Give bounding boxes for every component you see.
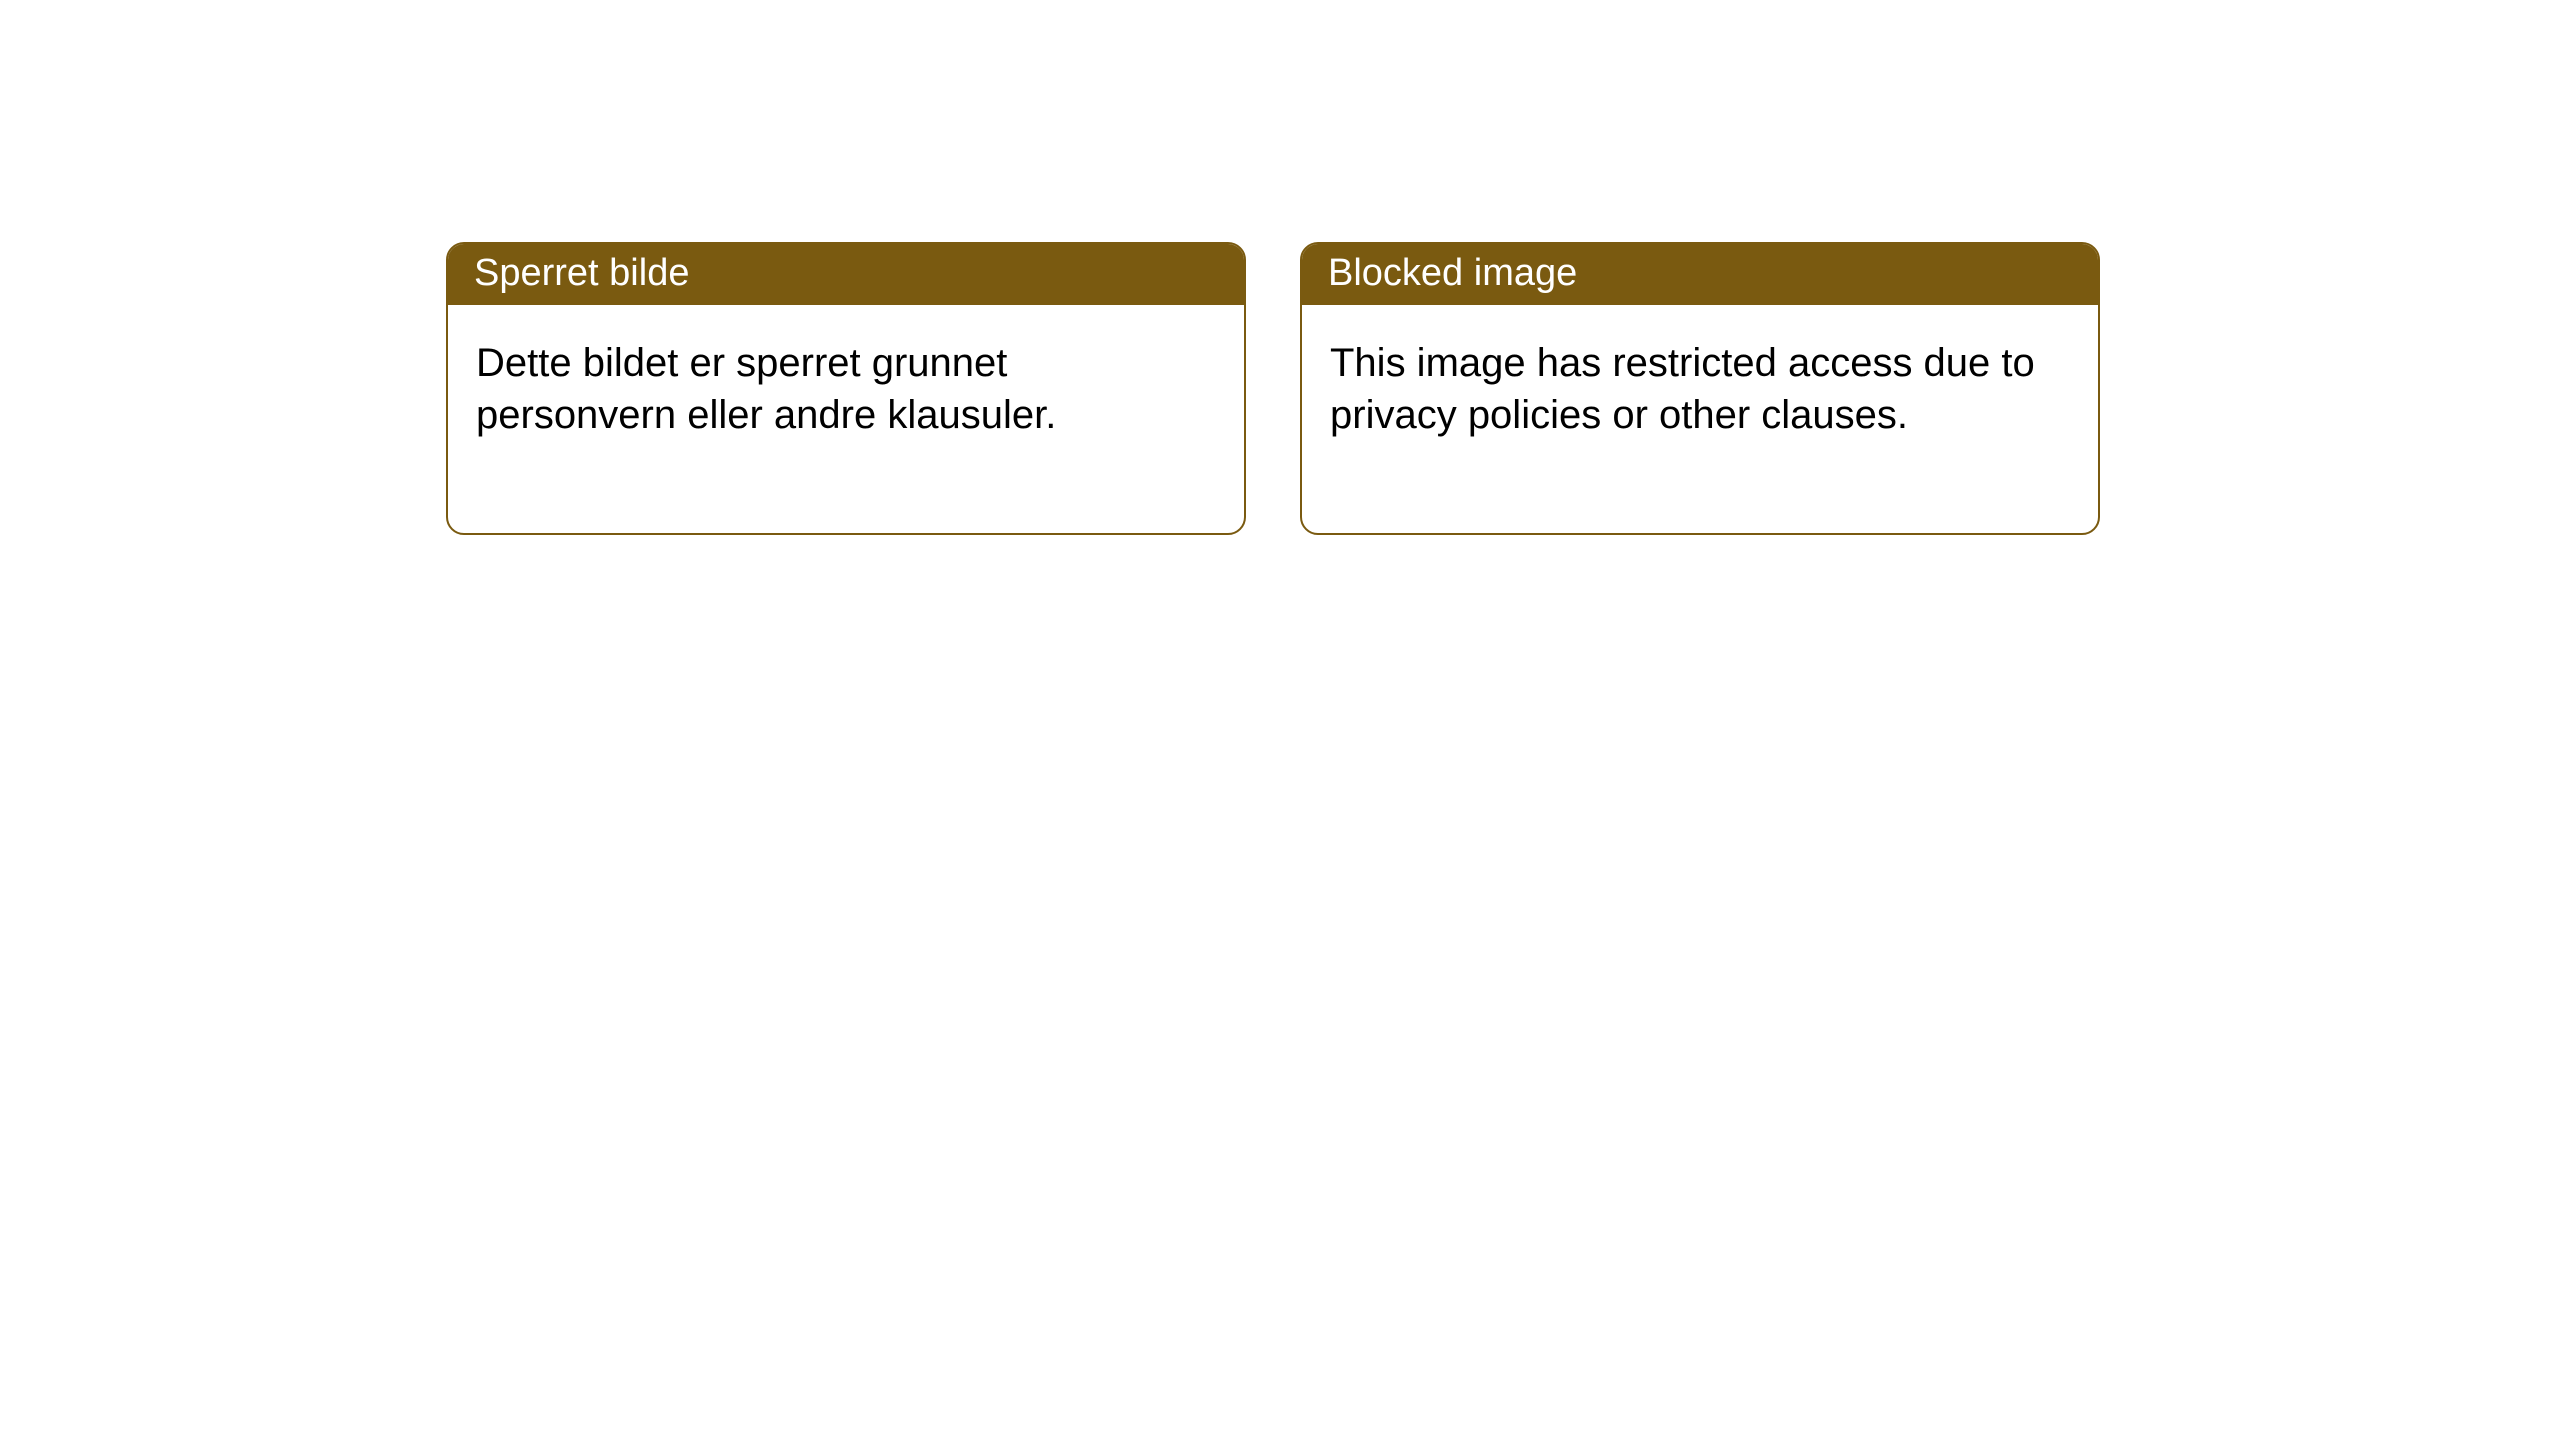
panel-body: Dette bildet er sperret grunnet personve… bbox=[448, 305, 1244, 533]
blocked-image-panel-no: Sperret bilde Dette bildet er sperret gr… bbox=[446, 242, 1246, 535]
panel-header: Sperret bilde bbox=[448, 244, 1244, 305]
panel-container: Sperret bilde Dette bildet er sperret gr… bbox=[0, 0, 2560, 535]
blocked-image-panel-en: Blocked image This image has restricted … bbox=[1300, 242, 2100, 535]
panel-body: This image has restricted access due to … bbox=[1302, 305, 2098, 533]
panel-header: Blocked image bbox=[1302, 244, 2098, 305]
